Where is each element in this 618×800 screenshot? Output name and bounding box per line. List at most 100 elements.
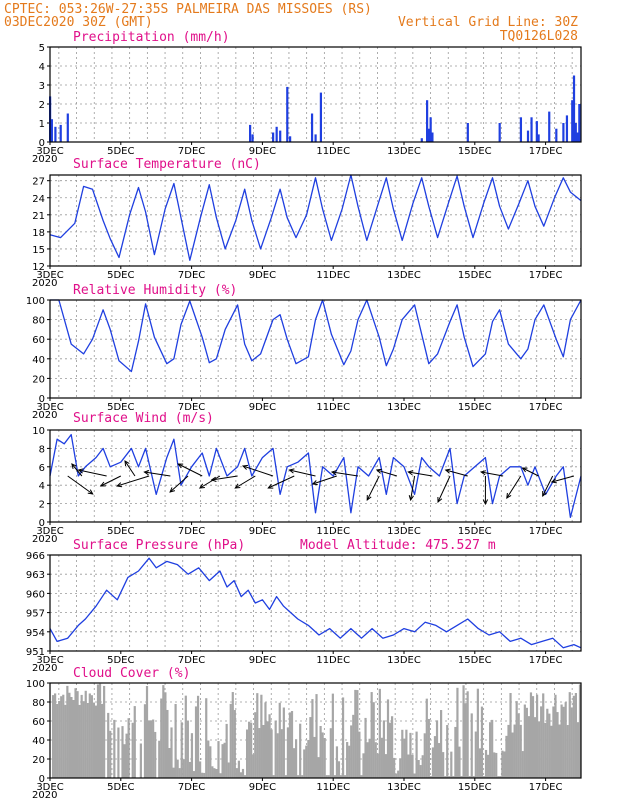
wind-arrow-head — [241, 464, 249, 470]
cloud-bar — [96, 684, 100, 778]
y-tick-label: 18 — [32, 228, 45, 239]
cloud-bar — [376, 753, 379, 778]
series-line — [49, 174, 582, 261]
cloud-bar — [241, 768, 245, 778]
precip-bar — [54, 126, 57, 142]
cloud-bar — [435, 720, 439, 778]
cloud-bar — [472, 776, 475, 778]
cloud-bar — [211, 766, 214, 778]
cloud-bar — [203, 772, 206, 778]
precip-bar — [310, 113, 314, 142]
cloud-bar — [123, 744, 126, 778]
panel-3: Relative Humidity (%) 0 20 40 60 80 100 3DEC 5DE… — [26, 283, 582, 421]
cloud-bar — [254, 712, 257, 778]
cloud-bar — [294, 739, 298, 778]
cloud-bar — [442, 752, 445, 778]
wind-arrow — [78, 469, 107, 477]
cloud-bar — [335, 746, 339, 778]
wind-arrow — [124, 460, 136, 477]
cloud-bar — [533, 717, 537, 778]
cloud-bar — [90, 695, 93, 778]
cloud-bar — [513, 724, 516, 778]
cloud-bar — [546, 708, 549, 778]
precip-bar — [565, 115, 569, 142]
cloud-bar — [82, 701, 85, 778]
cloud-bar — [158, 740, 161, 778]
precip-bar — [574, 123, 577, 142]
panel-frame — [49, 174, 582, 267]
cloud-bar — [337, 761, 341, 778]
x-tick-label: 5DEC — [107, 146, 134, 157]
cloud-bar — [84, 690, 87, 778]
cloud-bar — [417, 760, 420, 778]
wind-arrow-head — [521, 467, 528, 473]
panel-title: Surface Wind (m/s) — [73, 411, 214, 426]
x-tick-label: 7DEC — [178, 782, 205, 793]
cloud-bar — [493, 752, 496, 778]
cloud-bar — [192, 771, 196, 778]
y-tick-label: 2 — [39, 100, 45, 111]
cloud-bar — [419, 765, 422, 778]
cloud-bar — [145, 685, 149, 778]
precip-bar — [466, 123, 469, 142]
precip-bar — [272, 132, 275, 142]
cloud-bar — [284, 775, 287, 778]
wind-arrow-head — [444, 468, 451, 474]
cloud-bar — [274, 720, 277, 778]
y-tick-label: 966 — [26, 551, 45, 562]
cloud-bar — [393, 757, 396, 778]
cloud-bar — [540, 706, 543, 778]
cloud-bar — [94, 705, 98, 778]
cloud-bar — [201, 772, 204, 778]
wind-arrow-head — [177, 463, 184, 469]
y-tick-label: 8 — [39, 444, 45, 455]
cloud-bar — [286, 727, 290, 778]
cloud-bar — [80, 694, 83, 778]
cloud-bar — [74, 688, 77, 778]
cloud-bar — [427, 718, 430, 778]
cloud-bar — [209, 746, 212, 778]
precip-bar — [319, 92, 323, 142]
cloud-bar — [401, 729, 404, 778]
y-tick-label: 80 — [32, 698, 45, 709]
cloud-bar — [574, 693, 577, 778]
x-tick-label: 15DEC — [458, 270, 492, 281]
cloud-bar — [301, 775, 304, 778]
cloud-bar — [431, 747, 435, 778]
wind-arrow — [542, 475, 554, 497]
cloud-bar — [264, 702, 267, 778]
cloud-bar — [160, 698, 163, 778]
precip-bar — [431, 132, 434, 142]
x-tick-label: 7DEC — [178, 526, 205, 537]
cloud-bar — [470, 713, 473, 778]
cloud-bar — [113, 719, 116, 778]
cloud-bar — [482, 776, 486, 778]
x-tick-label: 7DEC — [178, 146, 205, 157]
panel-frame — [49, 554, 582, 652]
y-tick-label: 24 — [32, 194, 45, 205]
year-label: 2020 — [32, 410, 57, 421]
precip-bar — [572, 75, 576, 142]
panel-title: Surface Temperature (nC) — [73, 157, 261, 172]
panel-title: Precipitation (mm/h) — [73, 30, 230, 45]
cloud-bar — [288, 712, 292, 778]
wind-arrow-head — [542, 491, 547, 498]
cloud-bar — [548, 713, 551, 778]
x-tick-label: 11DEC — [316, 402, 350, 413]
y-tick-label: 957 — [26, 609, 45, 620]
year-label: 2020 — [32, 278, 57, 289]
wind-arrow — [289, 469, 316, 477]
cloud-bar — [325, 775, 328, 778]
panel-subtitle: Model Altitude: 475.527 m — [300, 538, 496, 553]
cloud-bar — [556, 712, 559, 778]
cloud-bar — [437, 743, 441, 778]
cloud-bar — [468, 776, 471, 778]
wind-arrow-head — [77, 468, 84, 474]
cloud-bar — [66, 685, 69, 778]
precip-bar — [275, 126, 278, 142]
cloud-bar — [250, 722, 253, 778]
cloud-bar — [566, 725, 569, 778]
cloud-bar — [313, 736, 316, 778]
panel-6: Cloud Cover (%) 0 20 40 60 80 100 3DEC 5DEC 7DEC 9… — [26, 666, 582, 800]
